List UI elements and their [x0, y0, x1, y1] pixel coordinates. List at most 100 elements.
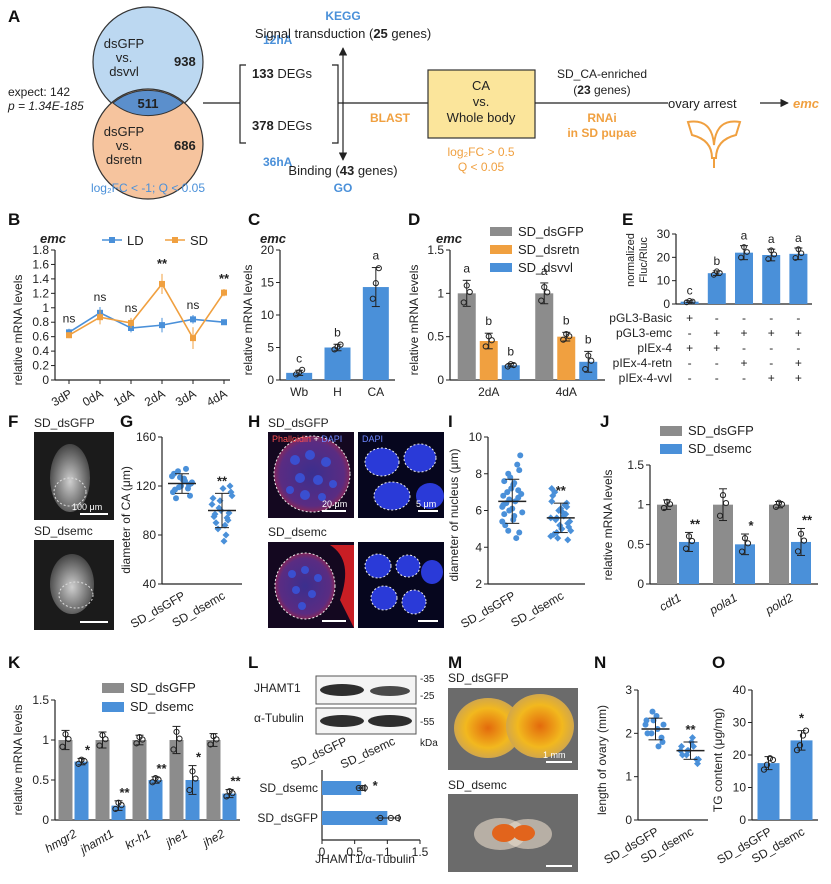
panel-b-y-tick-label: 1.4 — [32, 272, 49, 286]
panel-k-significance: ** — [230, 774, 241, 789]
panel-d-point — [582, 365, 589, 373]
panel-b-point-ld — [190, 316, 196, 323]
panel-e-bar — [762, 255, 781, 304]
venn-overlap — [112, 90, 184, 116]
panel-i-point — [566, 518, 574, 526]
panel-c-point — [369, 295, 376, 302]
panel-k-point — [78, 756, 85, 763]
panel-o-point — [763, 761, 771, 768]
venn-top-line2: vs. — [116, 50, 133, 65]
panel-i-ylabel: diameter of nucleus (μm) — [447, 449, 461, 582]
panel-b-point-sd — [97, 314, 103, 321]
blot-lane-dsgfp: SD_dsGFP — [288, 734, 349, 772]
panel-d-point — [463, 282, 470, 289]
panel-e-row-label: pIEx-4-retn — [613, 356, 672, 370]
panel-l-point — [355, 784, 362, 792]
panel-d-bar — [557, 336, 576, 380]
panel-k-bar — [169, 740, 184, 820]
binding-genes: genes) — [354, 163, 397, 178]
panel-o-point — [760, 766, 768, 773]
panel-l-point — [359, 784, 366, 792]
panel-o-y-tick-label: 40 — [733, 683, 747, 697]
panel-label-k: K — [8, 653, 21, 672]
panel-j-y-tick-label: 0 — [637, 577, 644, 591]
time-36ha: 36hA — [263, 155, 293, 169]
panel-i: I diameter of nucleus (μm) 2 4 6 8 10 SD_dsGF… — [447, 412, 585, 631]
panel-b-y-tick-label: 1.8 — [32, 243, 49, 257]
panel-e-point — [798, 250, 805, 257]
panel-n: N length of ovary (mm) 0123SD_dsGFPSD_ds… — [594, 653, 708, 867]
panel-m: M SD_dsGFP 1 mm SD_dsemc — [448, 653, 578, 872]
panel-g-point — [209, 494, 217, 502]
panel-k-point — [99, 732, 106, 739]
panel-i-point — [548, 484, 556, 492]
degs36-label: DEGs — [277, 118, 312, 133]
panel-e-sign: - — [742, 371, 746, 385]
panel-j-point — [741, 535, 749, 542]
panel-b-x-label: 2dA — [142, 386, 167, 409]
panel-k-ylabel: relative mRNA levels — [11, 705, 25, 816]
panel-n-point — [695, 755, 702, 763]
panel-k-point — [118, 802, 125, 809]
panel-k-bar — [95, 740, 110, 820]
panel-b-y-tick-label: 0.2 — [32, 359, 49, 373]
panel-d-point — [588, 357, 595, 364]
panel-b-y-tick-label: 1 — [42, 301, 49, 315]
panel-j-legend: SD_dsGFP SD_dsemc — [660, 423, 754, 456]
panel-j-y-tick-label: 1.5 — [627, 458, 644, 472]
panel-e-point — [716, 270, 723, 276]
panel-o-point — [802, 727, 810, 734]
panel-i-y-tick-label: 2 — [475, 577, 482, 591]
panel-k-point — [207, 741, 214, 748]
panel-b-significance: ** — [157, 256, 168, 271]
panel-d-point — [510, 361, 517, 369]
panel-c-y-tick-label: 20 — [261, 243, 275, 257]
panel-e-letter: c — [687, 284, 693, 298]
panel-c-point — [337, 341, 344, 348]
panel-c: C emc relative mRNA levels 0 5 10 15 20 c Wb b H… — [241, 210, 395, 399]
panel-c-bar — [324, 347, 351, 380]
panel-b-point-ld — [221, 319, 227, 326]
panel-j-point — [800, 537, 808, 544]
panel-i-x-label: SD_dsemc — [508, 588, 566, 629]
panel-k-bar — [58, 740, 73, 820]
panel-f-scalebar: 100 μm — [72, 502, 102, 512]
panel-d-letter: b — [507, 345, 514, 359]
panel-d-bar — [479, 341, 498, 380]
panel-g-point — [172, 486, 178, 493]
panel-k-y-tick-label: 0 — [42, 813, 49, 827]
panel-i-point — [514, 461, 521, 468]
panel-j-ylabel: relative mRNA levels — [601, 470, 615, 581]
panel-f-bottom-label: SD_dsemc — [34, 524, 93, 538]
ca-threshold-1: log₂FC > 0.5 — [447, 145, 514, 159]
panel-g-point — [211, 510, 219, 518]
panel-i-point — [510, 481, 517, 488]
panel-e-sign: - — [742, 311, 746, 325]
panel-j-point — [719, 492, 727, 499]
panel-k-y-tick-label: 0.5 — [32, 773, 49, 787]
panel-k-bar — [222, 793, 237, 820]
panel-i-point — [516, 529, 523, 536]
panel-j-y-tick-label: 1 — [637, 498, 644, 512]
mw-35: -35 — [420, 674, 435, 685]
panel-k-y-tick-label: 1 — [42, 733, 49, 747]
panel-e-sign: - — [715, 356, 719, 370]
panel-e-point — [792, 255, 799, 261]
panel-label-g: G — [120, 412, 133, 431]
panel-d-bar — [535, 293, 554, 380]
panel-n-point — [689, 734, 696, 742]
panel-b-point-sd — [190, 335, 196, 342]
venn-bottom-line2: vs. — [116, 138, 133, 153]
panel-b-line-ld — [68, 311, 225, 334]
degs36-count: 378 — [252, 118, 274, 133]
panel-e-construct-table: pGL3-Basic + - - - -pGL3-emc - + + + +pIEx-4 + + - - -p… — [609, 311, 802, 385]
panel-d-point — [466, 288, 473, 296]
ca-box — [427, 69, 536, 139]
panel-o-point — [766, 755, 774, 762]
panel-e-point — [765, 256, 772, 262]
panel-e-point — [768, 247, 775, 254]
panel-o-y-tick-label: 10 — [733, 781, 747, 795]
panel-o-significance: * — [799, 711, 805, 726]
panel-g-point — [221, 521, 229, 529]
panel-d-letter: b — [485, 314, 492, 328]
